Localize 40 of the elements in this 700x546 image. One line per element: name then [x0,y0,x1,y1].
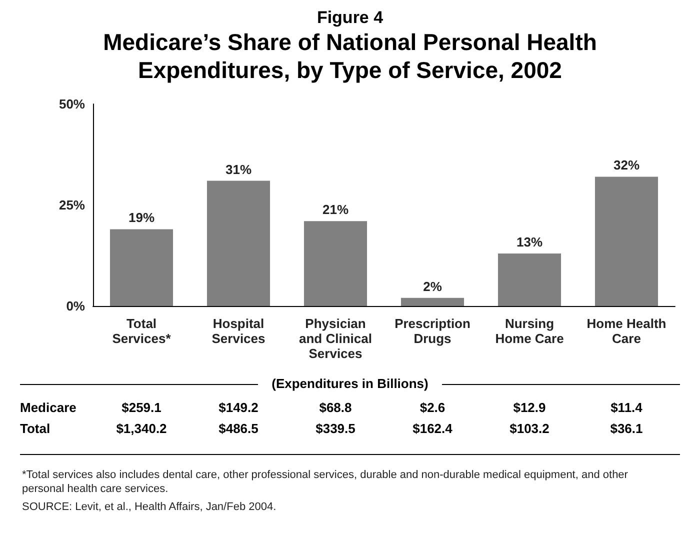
bar [594,176,658,306]
data-label: 19% [128,210,155,226]
bar [304,221,368,306]
x-tick-label: Physician and Clinical Services [299,316,372,361]
text: $259.1 [122,400,162,415]
text: $103.2 [510,421,550,436]
text: $2.6 [420,400,446,415]
text: *Total services also includes dental care, other professional services, durable and non-durable medical equipment, and other personal health care services. [22,468,629,496]
data-label: 31% [225,162,252,177]
x-tick-label: Home Health Care [586,316,666,346]
text: $486.5 [218,421,258,436]
x-tick-label: Hospital Services [212,316,266,346]
bar [498,253,562,306]
chart-subtitle: Figure 4 [316,8,384,28]
bar [400,298,464,306]
x-tick-label: Nursing Home Care [495,316,564,346]
text: $339.5 [316,421,356,436]
chart-title: Medicare’s Share of National Personal Health Expenditures, by Type of Service, 2002 [102,28,598,84]
source-note: SOURCE: Levit, et al., Health Affairs, Jan/Feb 2004. [22,500,278,514]
text: $162.4 [412,421,452,436]
y-tick-label: 0% [66,298,86,314]
data-label: 2% [423,278,442,294]
bar [110,229,174,306]
data-label: 21% [322,202,349,218]
category-label: Total [20,421,50,436]
text: $68.8 [319,400,352,415]
text: $11.4 [610,400,642,415]
category-label: Medicare [20,400,76,415]
data-label: 32% [613,158,640,173]
x-tick-label: Total Services* [112,316,172,346]
text: $12.9 [513,400,546,415]
bar [206,180,270,306]
data-label: 13% [516,234,543,250]
x-tick-label: Prescription Drugs [394,316,470,346]
text: (Expenditures in Billions) [258,376,442,391]
text: $149.2 [218,400,258,415]
text: $1,340.2 [116,421,167,436]
y-tick-label: 25% [58,198,86,212]
text: $36.1 [610,421,643,436]
y-tick-label: 50% [58,96,86,112]
